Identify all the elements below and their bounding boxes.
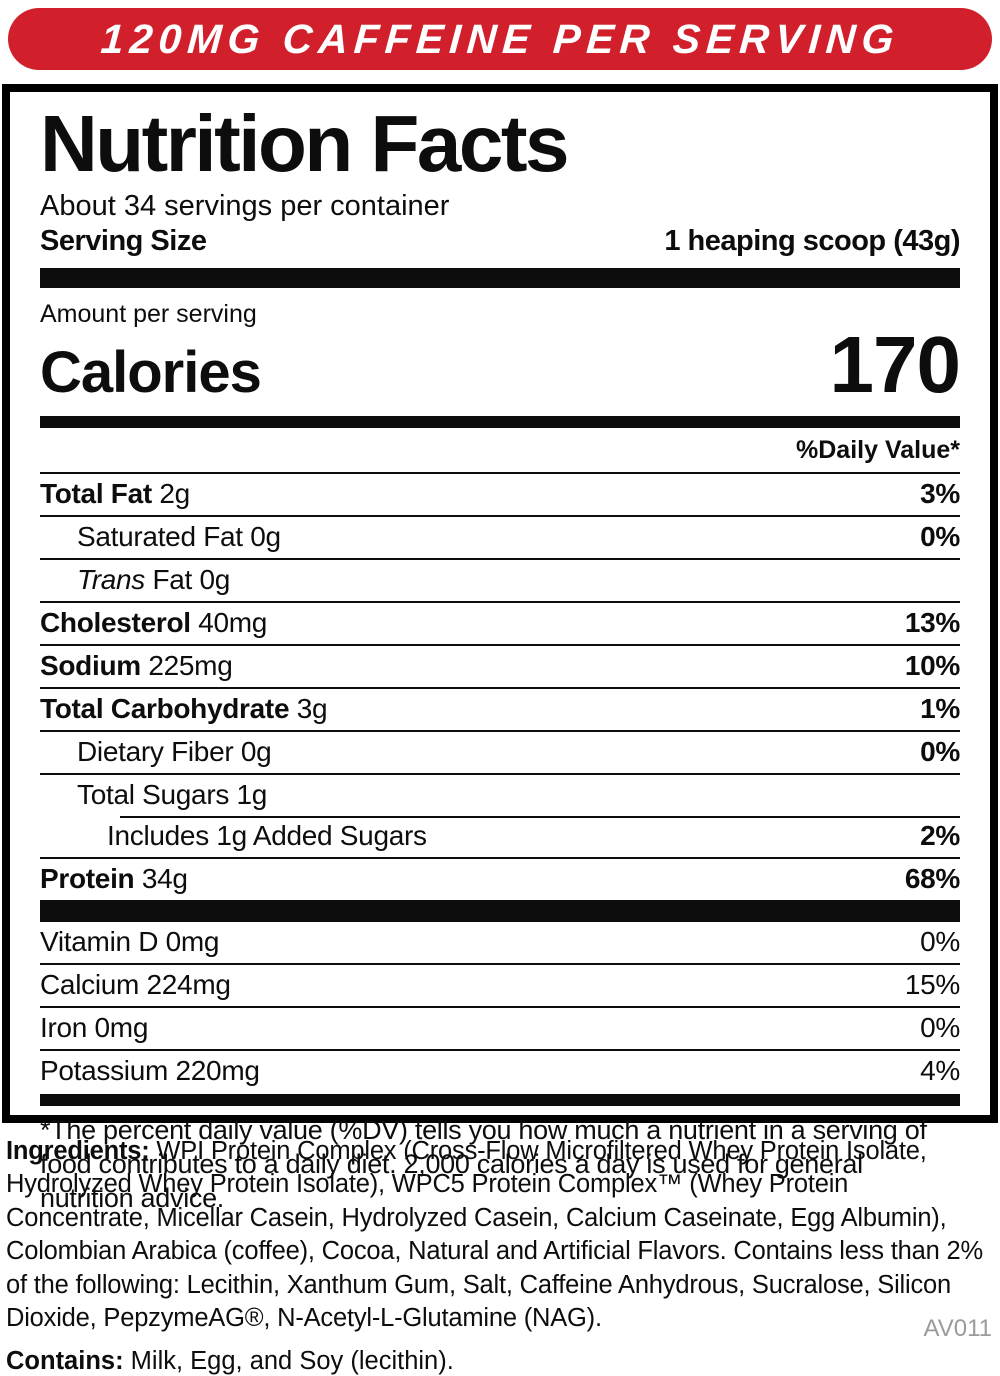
- row-vitamin-d: Vitamin D 0mg 0%: [40, 926, 960, 957]
- row-trans-fat: Trans Fat 0g: [40, 558, 960, 601]
- nutrient-rows: Total Fat 2g 3% Saturated Fat 0g 0% Tran…: [40, 472, 960, 900]
- daily-value-header: %Daily Value*: [796, 436, 960, 464]
- caffeine-banner: 120MG CAFFEINE PER SERVING: [8, 8, 992, 70]
- row-calcium-dv: 15%: [904, 969, 960, 1000]
- caffeine-banner-text: 120MG CAFFEINE PER SERVING: [99, 15, 901, 62]
- ingredients-list: WPI Protein Complex (Cross-Flow Microfil…: [6, 1137, 983, 1332]
- calories-label: Calories: [40, 340, 262, 405]
- row-cholesterol-dv: 13%: [904, 607, 960, 638]
- row-total-sugars: Total Sugars 1g: [40, 773, 960, 816]
- amount-per-serving-label: Amount per serving: [40, 300, 257, 328]
- row-total-carbohydrate: Total Carbohydrate 3g 1%: [40, 687, 960, 730]
- row-added-sugars-dv: 2%: [920, 820, 960, 851]
- serving-size-value: 1 heaping scoop (43g): [664, 225, 960, 257]
- serving-size-label: Serving Size: [40, 225, 207, 257]
- ingredients-text: Ingredients: WPI Protein Complex (Cross-…: [6, 1135, 996, 1335]
- nutrition-facts-title: Nutrition Facts: [40, 99, 569, 188]
- row-dietary-fiber-dv: 0%: [920, 736, 960, 767]
- nutrition-label-page: 120MG CAFFEINE PER SERVING Nutrition Fac…: [0, 8, 1000, 1376]
- allergen-contains-text: Contains: Milk, Egg, and Soy (lecithin).: [6, 1347, 996, 1376]
- row-iron-dv: 0%: [920, 1012, 960, 1043]
- row-saturated-fat-dv: 0%: [920, 521, 960, 552]
- row-protein: Protein 34g 68%: [40, 857, 960, 900]
- row-total-fat-dv: 3%: [920, 478, 960, 509]
- label-code: AV011: [923, 1315, 993, 1342]
- row-total-carbohydrate-dv: 1%: [920, 693, 960, 724]
- row-total-fat: Total Fat 2g 3%: [40, 472, 960, 515]
- row-cholesterol: Cholesterol 40mg 13%: [40, 601, 960, 644]
- ingredients-heading: Ingredients:: [6, 1137, 150, 1165]
- daily-value-footnote: *The percent daily value (%DV) tells you…: [40, 1115, 927, 1213]
- row-sodium: Sodium 225mg 10%: [40, 644, 960, 687]
- row-sodium-dv: 10%: [904, 650, 960, 681]
- serving-size-row: Serving Size 1 heaping scoop (43g): [40, 225, 960, 258]
- row-protein-dv: 68%: [904, 863, 960, 894]
- contains-heading: Contains:: [6, 1347, 124, 1376]
- row-added-sugars: Includes 1g Added Sugars 2%: [40, 816, 960, 857]
- row-potassium: Potassium 220mg 4%: [40, 1049, 960, 1092]
- divider-thick-middle: [40, 900, 960, 922]
- row-iron: Iron 0mg 0%: [40, 1006, 960, 1049]
- row-dietary-fiber: Dietary Fiber 0g 0%: [40, 730, 960, 773]
- row-calcium: Calcium 224mg 15%: [40, 963, 960, 1006]
- divider-medium-bottom: [40, 1094, 960, 1106]
- row-saturated-fat: Saturated Fat 0g 0%: [40, 515, 960, 558]
- divider-medium-calories: [40, 416, 960, 428]
- servings-per-container: About 34 servings per container: [40, 190, 450, 222]
- divider-thick-top: [40, 268, 960, 288]
- row-potassium-dv: 4%: [920, 1055, 960, 1086]
- contains-list: Milk, Egg, and Soy (lecithin).: [123, 1347, 454, 1376]
- calories-row: Calories 170: [40, 320, 961, 409]
- micronutrient-rows: Vitamin D 0mg 0% Calcium 224mg 15% Iron …: [40, 922, 960, 1092]
- nutrition-facts-panel: Nutrition Facts About 34 servings per co…: [2, 84, 998, 1213]
- row-vitamin-d-dv: 0%: [920, 926, 960, 957]
- calories-value: 170: [829, 320, 961, 409]
